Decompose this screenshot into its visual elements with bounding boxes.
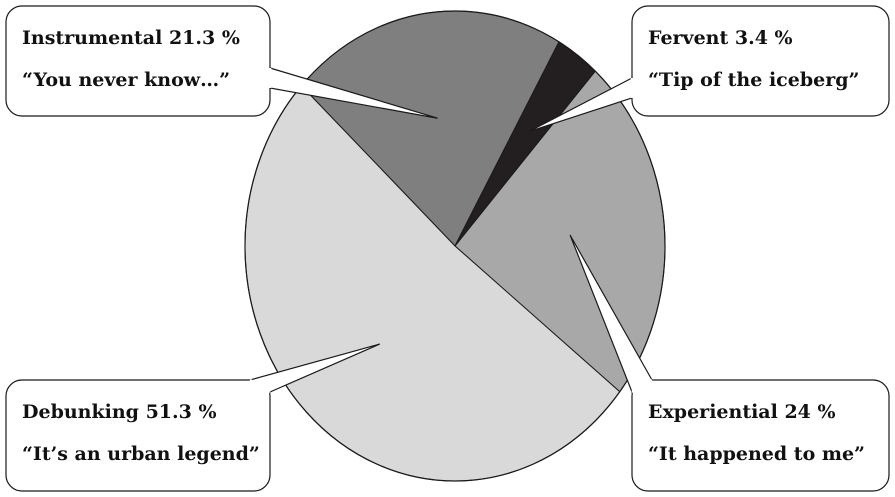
slice-quote-debunking: “It’s an urban legend”	[22, 443, 260, 465]
callout-pointer-join	[631, 378, 653, 394]
slice-label-instrumental: Instrumental 21.3 %	[22, 27, 240, 49]
pie-outline	[244, 10, 666, 482]
slice-label-fervent: Fervent 3.4 %	[648, 27, 793, 49]
callout-debunking: Debunking 51.3 % “It’s an urban legend”	[5, 343, 380, 492]
callout-fervent: Fervent 3.4 % “Tip of the iceberg”	[528, 5, 890, 133]
slice-quote-experiential: “It happened to me”	[648, 443, 865, 465]
slice-name: Experiential	[648, 401, 784, 423]
slice-value: 24 %	[784, 401, 835, 423]
slice-quote-fervent: “Tip of the iceberg”	[648, 69, 859, 91]
callout-box	[631, 5, 890, 117]
slice-value: 51.3 %	[146, 401, 217, 423]
callout-box	[5, 379, 271, 492]
slice-name: Fervent	[648, 27, 735, 49]
callout-box	[5, 5, 271, 117]
callout-box	[631, 379, 890, 492]
callout-experiential: Experiential 24 % “It happened to me”	[569, 234, 890, 492]
slice-name: Instrumental	[22, 27, 169, 49]
slice-value: 21.3 %	[169, 27, 240, 49]
slice-label-debunking: Debunking 51.3 %	[22, 401, 217, 423]
slice-label-experiential: Experiential 24 %	[648, 401, 836, 423]
slice-value: 3.4 %	[735, 27, 793, 49]
slice-quote-instrumental: “You never know…”	[22, 69, 230, 91]
callout-pointer-join	[249, 378, 271, 394]
callout-instrumental: Instrumental 21.3 % “You never know…”	[5, 5, 438, 119]
slice-name: Debunking	[22, 401, 146, 423]
